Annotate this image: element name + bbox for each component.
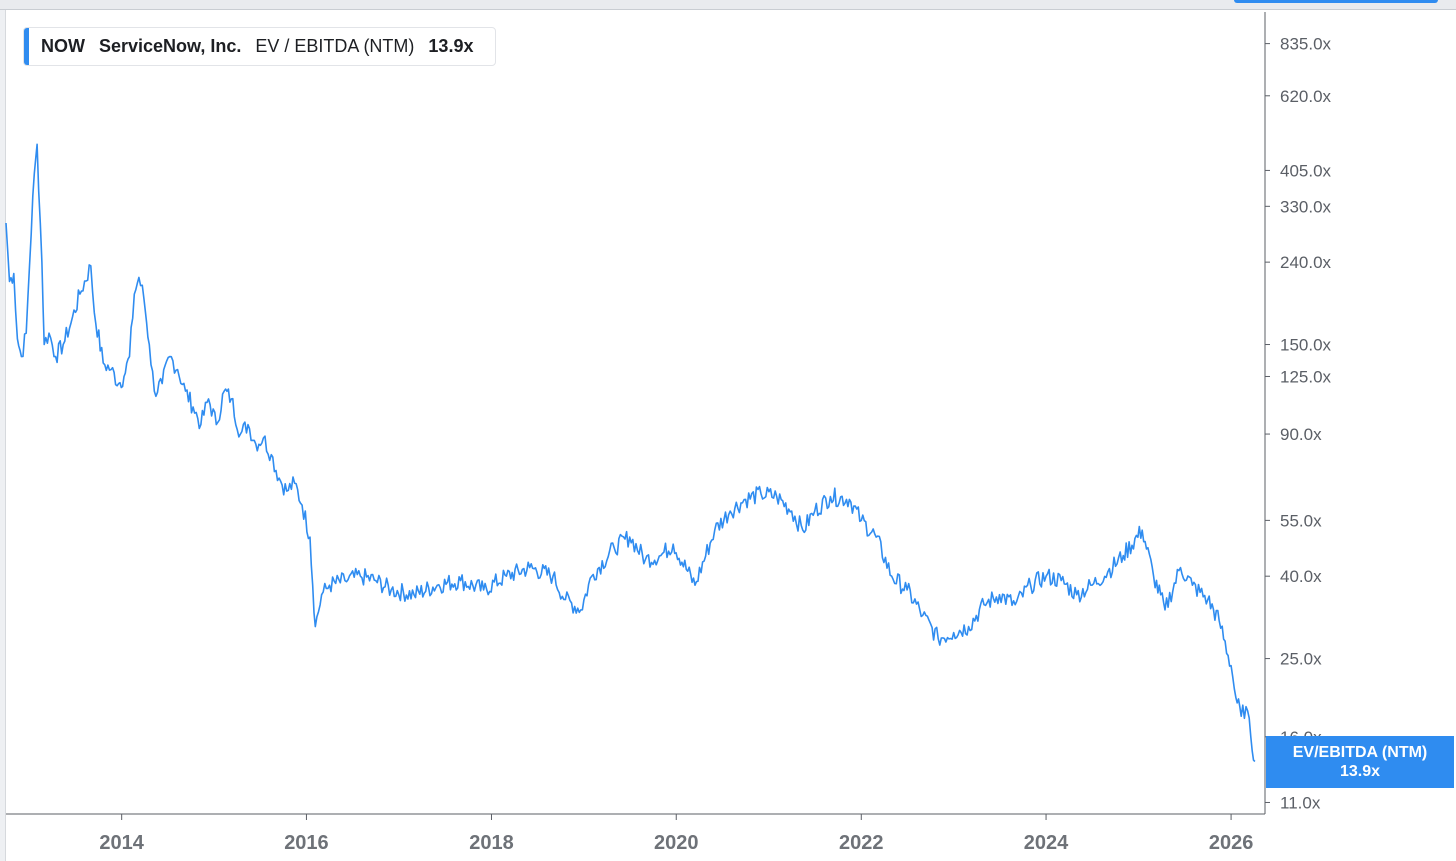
x-tick-label: 2022 — [839, 832, 884, 854]
y-tick-label: 90.0x — [1280, 425, 1322, 444]
legend-ticker: NOW — [41, 36, 85, 56]
left-edge-strip — [0, 10, 6, 861]
y-tick-label: 835.0x — [1280, 35, 1332, 54]
y-tick-label: 125.0x — [1280, 367, 1332, 386]
y-axis-ticks: 835.0x 620.0x 405.0x 330.0x 240.0x 150.0x 125.… — [1265, 35, 1332, 812]
y-tick-label: 11.0x — [1280, 793, 1321, 812]
y-tick-label: 55.0x — [1280, 511, 1322, 530]
x-tick-label: 2016 — [284, 832, 329, 854]
top-toolbar-accent[interactable] — [1234, 0, 1438, 3]
current-flag-label: EV/EBITDA (NTM) — [1292, 744, 1428, 761]
legend: NOW ServiceNow, Inc. EV / EBITDA (NTM) 1… — [23, 27, 497, 66]
x-tick-label: 2020 — [654, 832, 699, 854]
legend-company: ServiceNow, Inc. — [99, 36, 242, 56]
legend-color-bar — [24, 28, 29, 65]
y-tick-label: 240.0x — [1280, 253, 1332, 272]
legend-metric: EV / EBITDA (NTM) — [255, 36, 415, 56]
x-tick-label: 2014 — [99, 832, 144, 854]
y-tick-label: 25.0x — [1280, 650, 1322, 669]
y-tick-label: 150.0x — [1280, 336, 1332, 355]
top-toolbar-strip — [0, 0, 1456, 10]
y-tick-label: 620.0x — [1280, 87, 1332, 106]
x-axis-ticks: 2014 2016 2018 2020 2022 2024 2026 — [99, 814, 1253, 854]
legend-value: 13.9x — [428, 36, 474, 56]
x-tick-label: 2026 — [1209, 832, 1254, 854]
x-tick-label: 2024 — [1024, 832, 1069, 854]
current-value-flag: EV/EBITDA (NTM) 13.9x — [1266, 736, 1454, 788]
y-tick-label: 330.0x — [1280, 197, 1332, 216]
y-tick-label: 40.0x — [1280, 567, 1322, 586]
current-flag-value: 13.9x — [1339, 763, 1381, 780]
y-tick-label: 405.0x — [1280, 161, 1332, 180]
x-tick-label: 2018 — [469, 832, 514, 854]
series-line — [5, 143, 1256, 763]
